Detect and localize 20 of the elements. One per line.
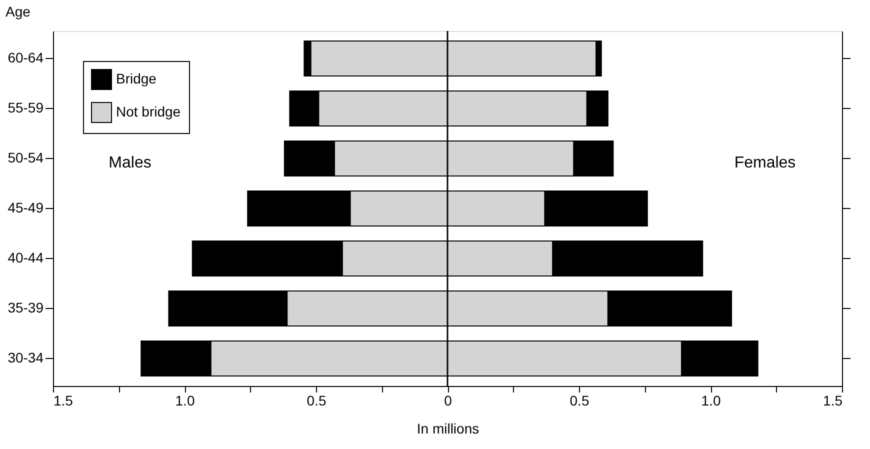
y-tick-label: 35-39 <box>8 300 44 316</box>
y-axis-title: Age <box>6 4 31 20</box>
x-tick-label: 1.0 <box>701 392 721 408</box>
annotation: Males <box>108 154 152 172</box>
x-tick-label: 1.0 <box>175 392 195 408</box>
x-tick-label: 0 <box>444 392 452 408</box>
x-axis-title: In millions <box>416 420 480 436</box>
legend-label: Not bridge <box>116 104 181 120</box>
y-tick-label: 45-49 <box>8 200 44 216</box>
annotation: Females <box>734 154 796 172</box>
x-tick-label: 0.5 <box>306 392 326 408</box>
y-tick-label: 60-64 <box>8 50 44 66</box>
y-tick-label: 55-59 <box>8 100 44 116</box>
legend-label: Bridge <box>116 70 157 86</box>
x-tick-label: 1.5 <box>54 392 74 408</box>
y-tick-label: 30-34 <box>8 350 44 366</box>
x-tick-label: 0.5 <box>570 392 590 408</box>
y-tick-label: 40-44 <box>8 250 44 266</box>
x-tick-label: 1.5 <box>823 392 843 408</box>
y-tick-label: 50-54 <box>8 150 44 166</box>
